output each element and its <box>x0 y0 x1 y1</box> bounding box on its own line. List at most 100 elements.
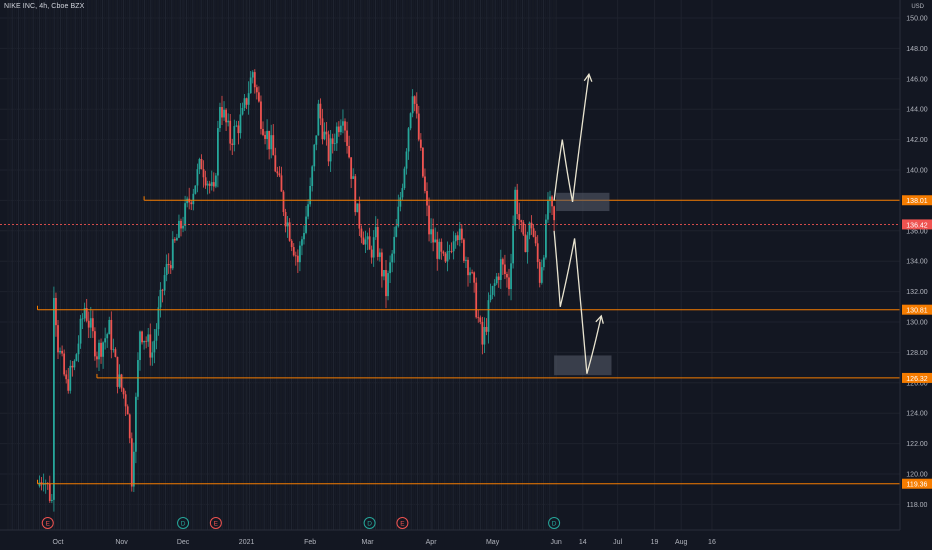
symbol-title: NIKE INC, 4h, Cboe BZX <box>4 3 85 10</box>
candle-body <box>264 134 266 139</box>
last-price-label: 136.42 <box>906 222 928 229</box>
candle-body <box>116 356 119 387</box>
time-scale <box>0 530 932 550</box>
candle-body <box>335 126 338 144</box>
target-zone <box>556 192 610 212</box>
candle-body <box>424 176 426 191</box>
candle-body <box>176 237 178 241</box>
x-tick-label: 19 <box>651 539 659 546</box>
level-price-label: 119.36 <box>907 482 928 489</box>
level-price-tag <box>902 372 932 383</box>
candle-body <box>147 334 150 342</box>
candle-body <box>85 307 88 321</box>
candle-body <box>516 189 519 215</box>
candle-body <box>247 93 250 105</box>
candle-body <box>210 182 213 186</box>
candle-body <box>547 200 549 220</box>
candle-body <box>528 222 531 236</box>
candle-body <box>368 236 371 250</box>
candle-body <box>301 239 303 246</box>
candle-body <box>255 87 258 93</box>
candle-body <box>98 342 100 360</box>
candle-body <box>317 103 320 136</box>
candle-body <box>403 168 406 189</box>
candle-body <box>436 239 439 259</box>
candle-body <box>313 144 316 167</box>
dividend-event-marker <box>177 517 190 529</box>
candle-body <box>278 173 281 176</box>
candle-body <box>370 249 373 258</box>
candle-body <box>411 96 414 114</box>
candle-body <box>104 338 107 343</box>
candle-body <box>374 227 377 238</box>
candle-body <box>346 130 348 146</box>
last-price-tag <box>902 219 932 230</box>
candle-body <box>333 143 336 145</box>
event-letter: E <box>214 521 219 528</box>
candle-body <box>551 196 553 207</box>
candle-body <box>434 239 437 243</box>
candle-body <box>251 72 254 78</box>
candle-body <box>231 143 234 145</box>
event-letter: D <box>552 521 557 528</box>
y-tick-label: 150.00 <box>906 16 928 23</box>
candle-body <box>38 482 41 487</box>
candle-body <box>282 191 285 213</box>
candle-body <box>520 220 523 223</box>
candle-body <box>155 329 158 341</box>
candle-body <box>385 270 387 297</box>
candle-body <box>331 138 334 144</box>
candle-body <box>276 171 279 174</box>
candle-body <box>57 325 59 353</box>
candle-body <box>165 263 168 276</box>
candle-body <box>530 222 533 229</box>
candle-body <box>73 360 76 368</box>
event-letter: E <box>400 521 405 528</box>
candle-body <box>87 320 90 328</box>
x-tick-label: 14 <box>579 539 587 546</box>
candle-body <box>280 175 283 192</box>
candle-body <box>512 225 514 264</box>
candle-body <box>194 185 197 194</box>
candle-body <box>446 251 449 262</box>
candle-body <box>428 205 430 235</box>
candle-body <box>139 331 141 361</box>
candle-body <box>284 212 287 227</box>
candle-body <box>245 98 248 105</box>
candle-body <box>456 235 459 241</box>
candle-body <box>354 176 357 213</box>
candle-body <box>268 130 271 150</box>
candle-body <box>299 245 301 263</box>
candle-body <box>450 251 453 253</box>
candle-body <box>190 202 193 205</box>
candle-body <box>438 241 441 259</box>
candle-body <box>94 331 96 357</box>
event-letter: D <box>367 521 372 528</box>
candle-body <box>389 262 391 274</box>
candle-body <box>186 198 189 204</box>
candle-body <box>348 145 350 158</box>
candle-body <box>506 273 508 278</box>
level-price-tag <box>902 195 932 206</box>
candle-body <box>270 135 273 150</box>
candle-body <box>274 155 277 172</box>
candle-body <box>471 272 473 274</box>
candle-body <box>112 349 115 351</box>
x-tick-label: Mar <box>362 539 375 546</box>
candle-body <box>219 107 221 129</box>
candle-body <box>79 318 82 344</box>
x-tick-label: Dec <box>177 539 190 546</box>
level-price-label: 126.32 <box>906 376 928 383</box>
candle-body <box>223 109 225 118</box>
candle-body <box>475 282 478 318</box>
candle-body <box>260 101 262 129</box>
candle-body <box>444 253 447 262</box>
candle-body <box>514 189 517 226</box>
candle-body <box>253 72 256 88</box>
candle-body <box>399 197 402 207</box>
x-tick-label: 16 <box>708 539 716 546</box>
candle-body <box>48 483 51 501</box>
candle-body <box>501 259 504 265</box>
candle-body <box>395 226 398 237</box>
